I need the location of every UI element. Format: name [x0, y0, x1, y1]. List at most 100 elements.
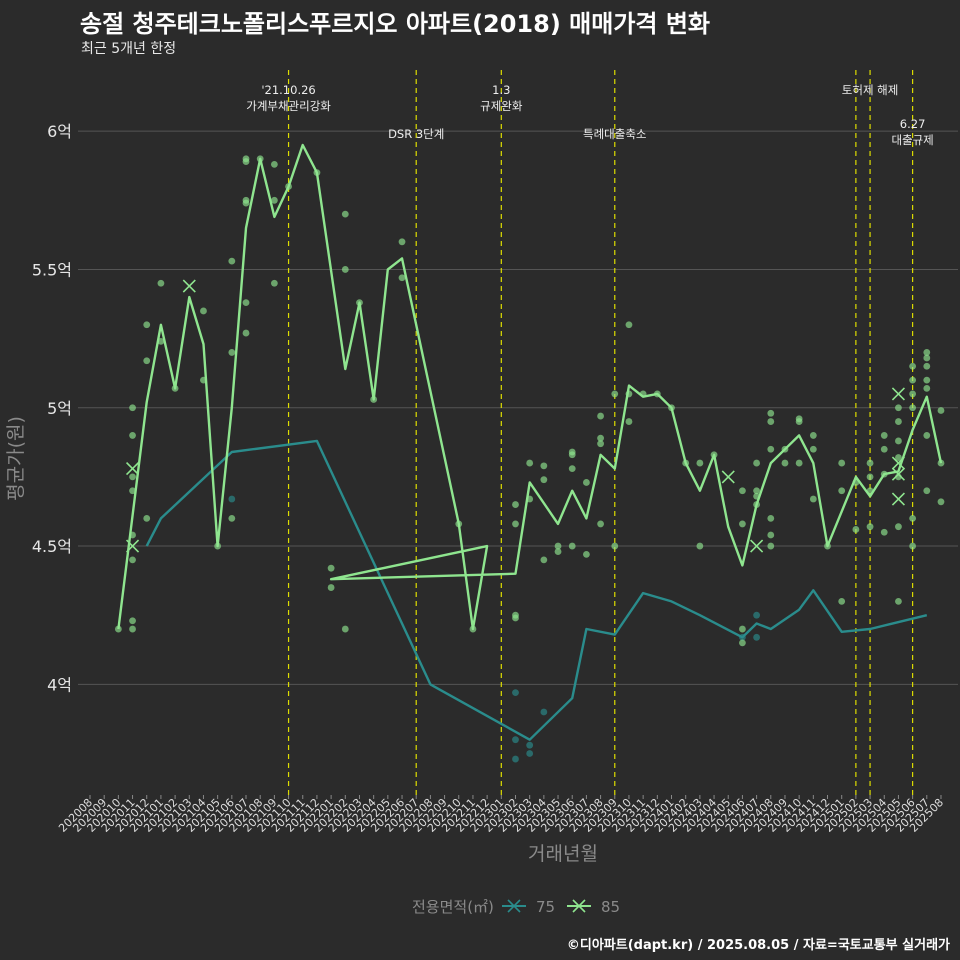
deal-point-85 — [526, 459, 534, 467]
deal-point-85 — [597, 412, 604, 420]
deal-point-85 — [512, 501, 519, 508]
deal-point-85 — [540, 462, 548, 470]
deal-point-85 — [228, 514, 236, 522]
deal-point-85 — [625, 418, 633, 425]
deal-point-85 — [327, 584, 335, 591]
deal-point-85 — [554, 548, 562, 555]
deal-point-85 — [200, 307, 207, 315]
deal-point-85 — [512, 614, 519, 622]
deal-point-85 — [129, 625, 136, 633]
y-tick-label: 4.5억 — [32, 537, 72, 556]
deal-point-85 — [341, 266, 349, 273]
x-axis-title: 거래년월 — [528, 843, 598, 865]
deal-point-85 — [554, 542, 562, 550]
deal-point-75 — [753, 611, 761, 619]
event-label: 가계부채관리강화 — [246, 99, 331, 113]
deal-point-85 — [909, 404, 917, 412]
event-label: 6.27 — [900, 117, 926, 131]
chart-title: 송절 청주테크노폴리스푸르지오 아파트(2018) 매매가격 변화 — [80, 10, 710, 38]
deal-point-85 — [270, 279, 278, 287]
deal-point-85 — [129, 473, 136, 481]
y-tick-label: 5.5억 — [32, 260, 72, 279]
deal-point-85 — [781, 459, 789, 467]
deal-point-85 — [568, 542, 576, 550]
deal-point-85 — [739, 487, 746, 495]
deal-point-85 — [937, 407, 945, 414]
deal-point-85 — [767, 409, 775, 417]
deal-point-85 — [341, 210, 349, 218]
deal-point-85 — [597, 440, 604, 448]
deal-point-85 — [242, 329, 250, 337]
deal-point-75 — [512, 736, 519, 744]
deal-point-85 — [583, 550, 590, 558]
deal-point-85 — [228, 257, 236, 265]
deal-point-85 — [809, 432, 817, 439]
legend-title: 전용면적(㎡) — [412, 898, 494, 916]
deal-point-85 — [852, 526, 860, 533]
legend-label: 75 — [536, 898, 555, 916]
deal-point-85 — [809, 495, 817, 503]
deal-point-85 — [923, 432, 931, 439]
deal-point-85 — [568, 451, 576, 459]
deal-point-85 — [880, 445, 888, 453]
deal-point-85 — [129, 556, 136, 564]
deal-point-85 — [270, 160, 278, 168]
deal-point-85 — [611, 542, 619, 550]
average-line-75 — [145, 439, 928, 741]
y-tick-label: 6억 — [47, 122, 72, 141]
deal-point-85 — [739, 625, 746, 633]
deal-point-85 — [568, 465, 576, 473]
deal-point-75 — [526, 741, 534, 749]
deal-point-75 — [512, 755, 519, 763]
deal-point-85 — [895, 437, 902, 445]
deal-point-85 — [540, 556, 548, 564]
deal-point-85 — [923, 354, 931, 362]
legend-key-cross — [507, 899, 521, 913]
event-label: 규제완화 — [480, 99, 523, 113]
deal-point-85 — [767, 514, 775, 522]
deal-point-85 — [597, 434, 604, 442]
deal-point-85 — [838, 487, 846, 495]
deal-point-85 — [767, 418, 775, 425]
deal-point-85 — [909, 362, 917, 370]
deal-point-85 — [795, 415, 803, 423]
deal-point-85 — [923, 384, 931, 392]
deal-point-85 — [809, 445, 817, 453]
y-tick-label: 5억 — [47, 399, 72, 418]
deal-point-85 — [512, 520, 519, 528]
deal-point-85 — [143, 514, 151, 522]
deal-point-85 — [129, 432, 136, 439]
deal-point-85 — [739, 639, 746, 647]
average-line-85 — [117, 143, 943, 631]
deal-point-85 — [583, 479, 590, 486]
y-axis-title: 평균가(원) — [5, 416, 27, 501]
deal-point-85 — [909, 390, 917, 398]
deal-point-75 — [228, 495, 236, 503]
deal-point-85 — [753, 487, 761, 495]
deal-point-85 — [611, 390, 619, 398]
deal-point-85 — [242, 299, 250, 307]
deal-point-85 — [923, 349, 931, 356]
y-tick-label: 4억 — [47, 675, 72, 694]
deal-point-85 — [880, 432, 888, 439]
deal-point-85 — [937, 498, 945, 506]
deal-point-85 — [767, 445, 775, 453]
deal-point-85 — [895, 418, 902, 425]
cross-marker-85 — [891, 467, 905, 481]
deal-point-85 — [228, 349, 236, 356]
event-label: DSR 3단계 — [388, 127, 444, 141]
deal-point-85 — [129, 617, 136, 625]
deal-point-85 — [114, 625, 122, 633]
deal-point-85 — [129, 404, 136, 412]
deal-point-85 — [866, 523, 874, 531]
deal-point-85 — [398, 238, 406, 246]
deal-point-85 — [923, 487, 931, 495]
deal-point-85 — [838, 597, 846, 605]
event-label: '21.10.26 — [261, 83, 315, 97]
deal-point-85 — [696, 459, 704, 467]
chart-subtitle: 최근 5개년 한정 — [81, 41, 177, 57]
deal-point-75 — [540, 708, 548, 716]
deal-point-85 — [540, 476, 548, 484]
cross-marker-85 — [125, 462, 140, 476]
